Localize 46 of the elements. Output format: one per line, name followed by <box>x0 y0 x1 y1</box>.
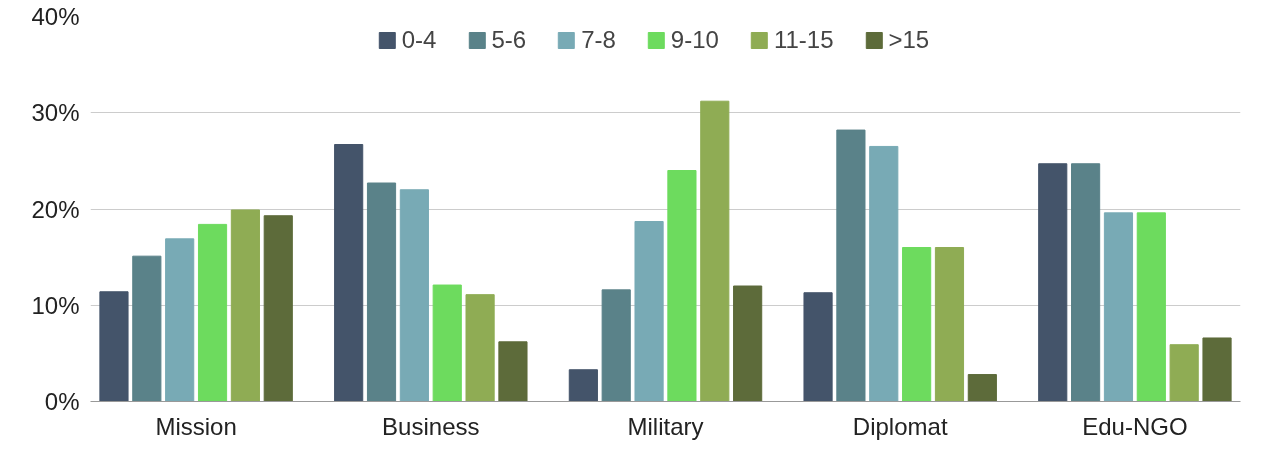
x-tick-label: Mission <box>155 412 237 440</box>
y-tick-label: 0% <box>44 388 80 415</box>
legend-label: 5-6 <box>491 26 527 54</box>
x-tick-label: Diplomat <box>852 412 948 440</box>
bar <box>498 341 528 402</box>
bar <box>99 291 129 402</box>
y-tick-label: 10% <box>31 291 80 319</box>
bar <box>601 289 631 402</box>
bar <box>902 247 932 402</box>
bar <box>733 285 763 402</box>
bar <box>132 255 162 402</box>
x-tick-label: Edu-NGO <box>1082 412 1188 440</box>
legend-label: >15 <box>888 26 930 54</box>
bar <box>165 238 195 402</box>
bar <box>1136 212 1166 402</box>
legend-label: 0-4 <box>401 26 437 54</box>
y-tick-label: 20% <box>31 195 80 223</box>
bar <box>934 247 965 402</box>
bar <box>869 145 899 402</box>
bar <box>399 189 429 402</box>
bar <box>1071 163 1101 402</box>
bar <box>263 215 293 402</box>
y-tick-label: 30% <box>31 99 80 127</box>
bar <box>568 369 598 402</box>
bar <box>967 374 997 402</box>
legend-label: 7-8 <box>581 26 616 54</box>
x-tick-label: Military <box>627 412 704 440</box>
bar <box>667 170 697 402</box>
bar <box>366 182 397 402</box>
legend-label: 9-10 <box>670 26 719 54</box>
bar <box>465 294 495 402</box>
bar <box>432 284 462 402</box>
y-tick-label: 40% <box>31 3 80 30</box>
bar <box>803 292 833 402</box>
bar <box>700 100 730 402</box>
bar <box>1202 337 1232 402</box>
bar <box>197 223 228 402</box>
bar <box>334 144 364 402</box>
bar <box>230 209 260 402</box>
legend-label: 11-15 <box>773 26 834 54</box>
x-tick-label: Business <box>382 412 480 440</box>
bar <box>1038 163 1068 402</box>
bar <box>1103 212 1134 402</box>
bar <box>634 221 664 402</box>
bar <box>1169 344 1199 402</box>
bar <box>836 129 866 402</box>
